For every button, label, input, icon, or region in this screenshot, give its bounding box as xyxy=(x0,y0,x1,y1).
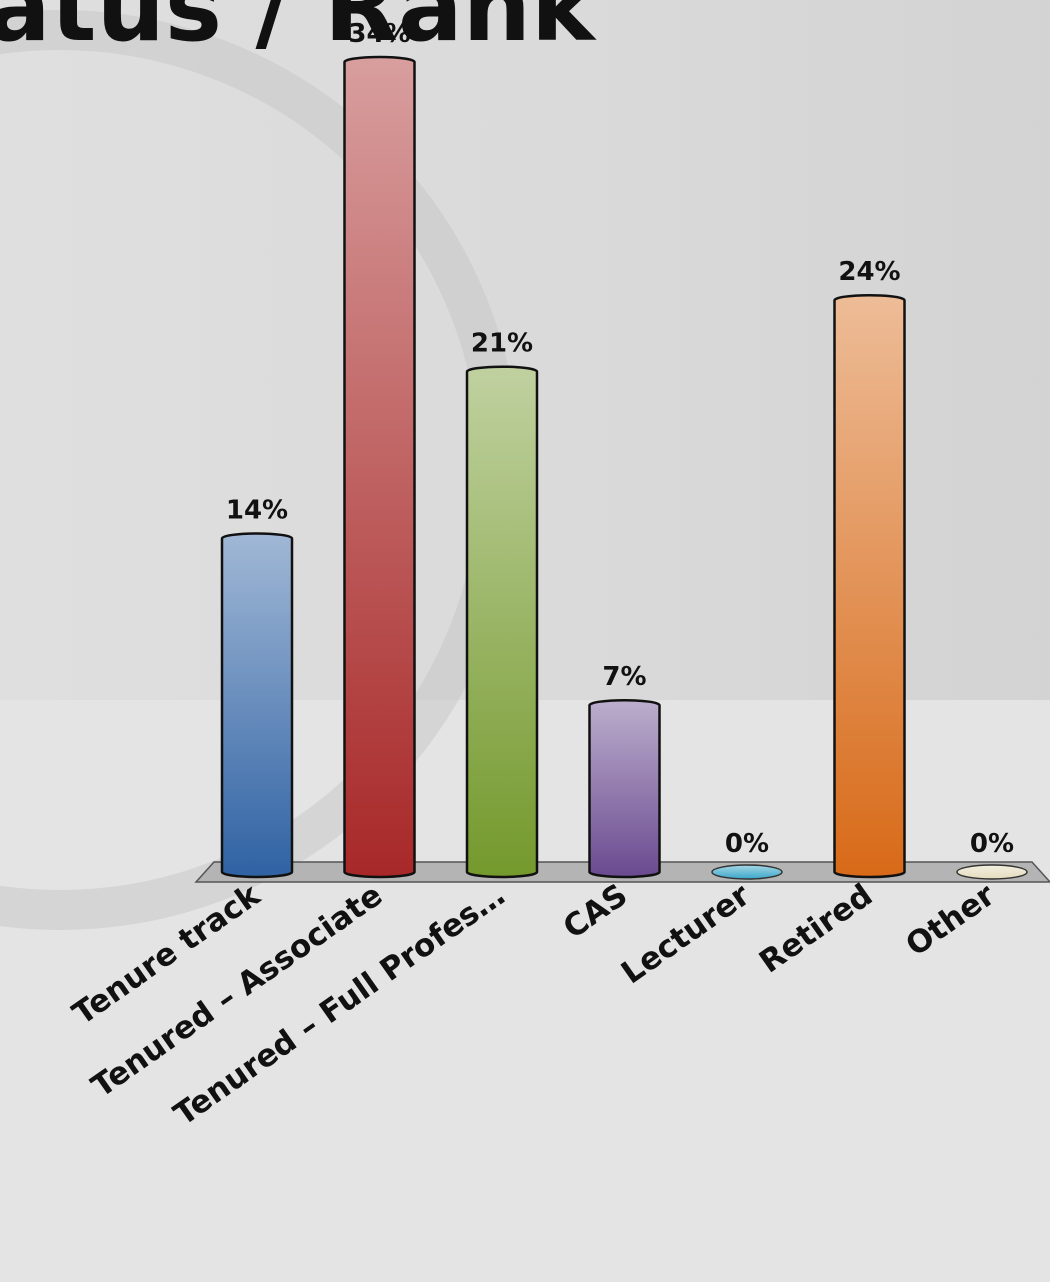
value-label: 21% xyxy=(471,329,533,359)
value-label: 24% xyxy=(838,257,900,287)
x-tick-label: Other xyxy=(899,877,1002,964)
slide-title: tatus / Rank xyxy=(0,0,597,63)
bar xyxy=(833,293,906,879)
bar xyxy=(956,864,1028,880)
value-label: 7% xyxy=(602,662,646,692)
x-tick-label: Lecturer xyxy=(615,877,757,992)
value-label: 14% xyxy=(226,495,288,525)
value-label: 0% xyxy=(725,829,769,859)
bar xyxy=(465,365,539,879)
x-tick-label: Retired xyxy=(753,877,879,980)
bar xyxy=(343,55,416,879)
bar xyxy=(711,864,783,880)
value-label: 0% xyxy=(970,829,1014,859)
bar xyxy=(588,698,661,879)
bar xyxy=(220,532,294,879)
value-label: 34% xyxy=(348,19,410,49)
x-tick-label: CAS xyxy=(557,877,634,946)
